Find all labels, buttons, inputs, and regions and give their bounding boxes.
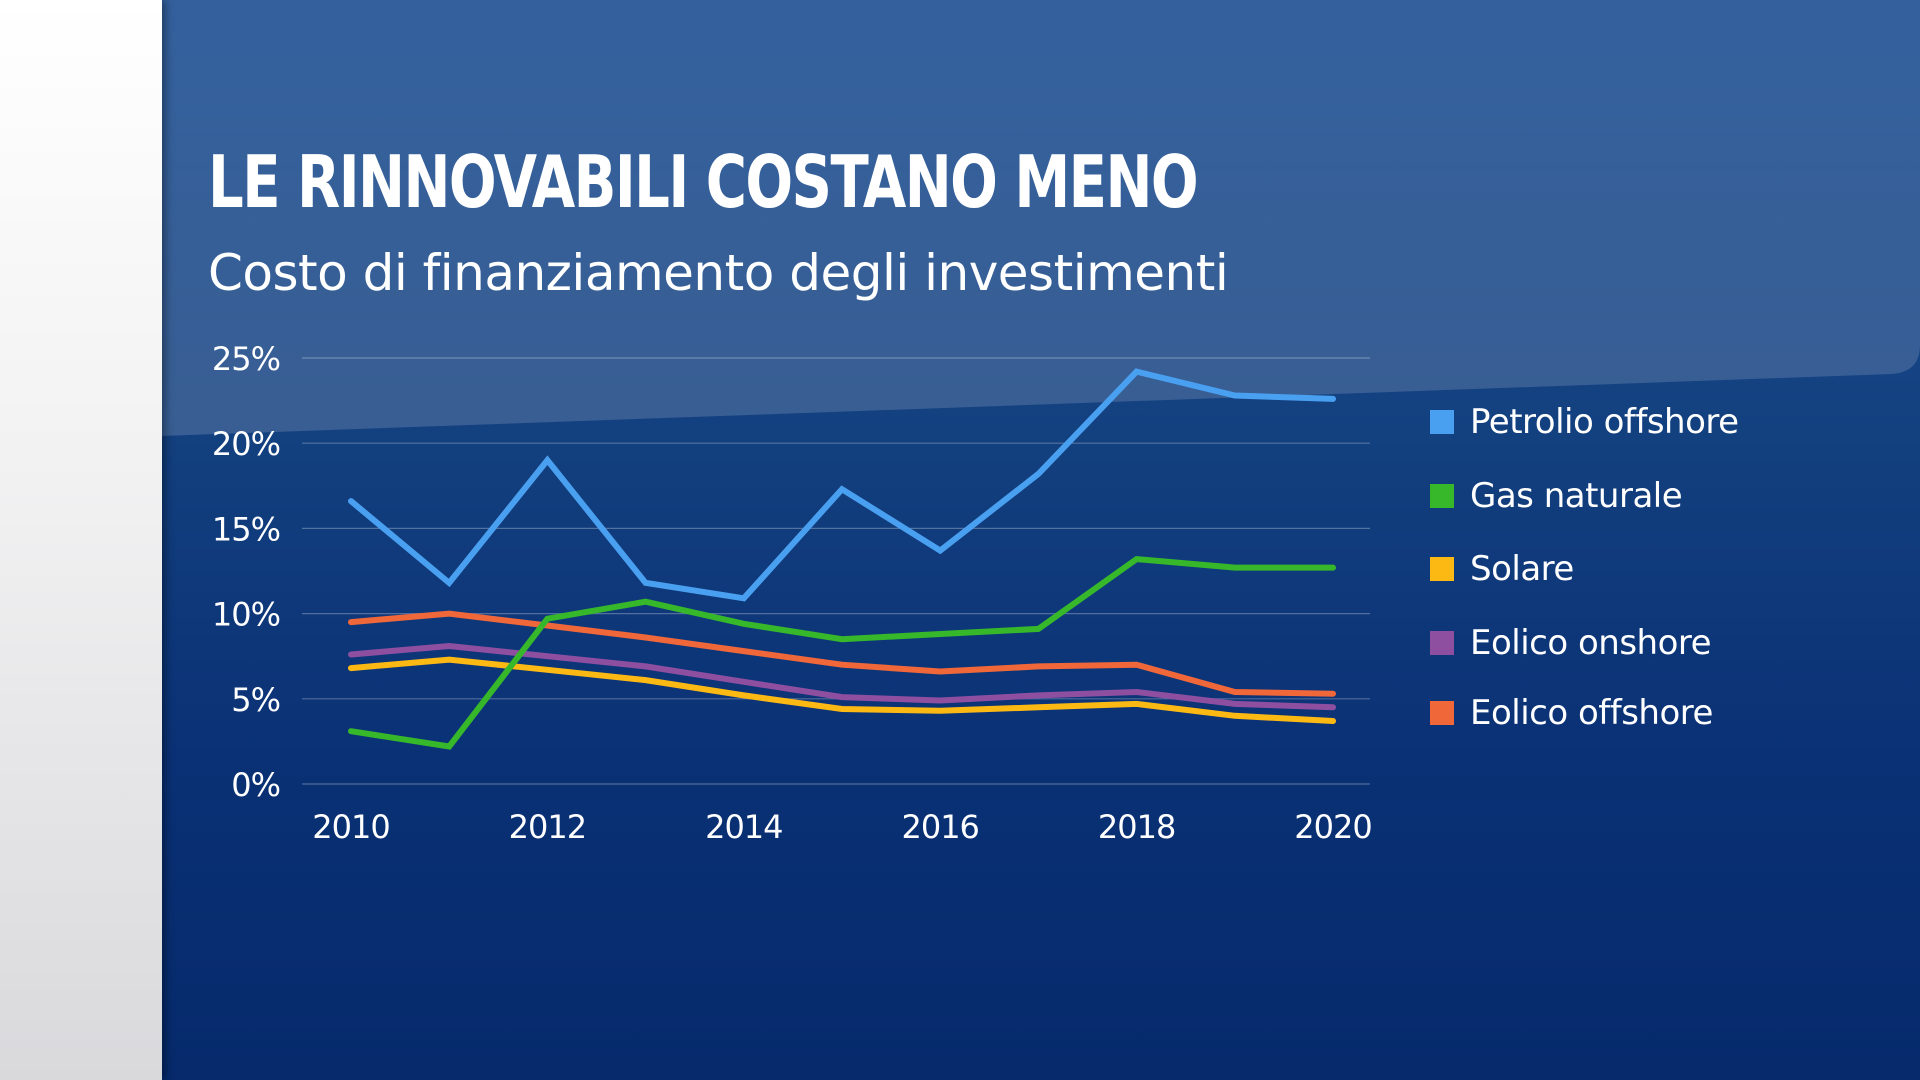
legend-swatch <box>1430 484 1454 508</box>
series-line-eolico-offshore <box>348 610 1336 697</box>
legend-item: Eolico onshore <box>1430 623 1712 663</box>
x-axis-ticks: 2010 2012 2014 2016 2018 2020 <box>312 808 1372 846</box>
legend-label: Gas naturale <box>1470 476 1683 516</box>
series-lines <box>348 368 1336 750</box>
legend-label: Solare <box>1470 549 1574 589</box>
x-tick-label: 2012 <box>509 808 586 846</box>
legend-swatch <box>1430 557 1454 581</box>
legend-label: Eolico offshore <box>1470 693 1713 733</box>
legend-label: Eolico onshore <box>1470 623 1712 663</box>
series-line-solare <box>348 656 1336 724</box>
y-axis-ticks: 0% 5% 10% 15% 20% 25% <box>212 340 281 804</box>
y-tick-label: 5% <box>231 681 280 719</box>
x-tick-label: 2018 <box>1098 808 1175 846</box>
x-tick-label: 2014 <box>705 808 782 846</box>
x-tick-label: 2010 <box>312 808 389 846</box>
legend-item: Solare <box>1430 549 1574 589</box>
series-line-eolico-onshore <box>348 642 1336 711</box>
legend-item: Eolico offshore <box>1430 693 1713 733</box>
legend-item: Petrolio offshore <box>1430 402 1739 442</box>
y-tick-label: 20% <box>212 425 280 463</box>
x-tick-label: 2020 <box>1294 808 1371 846</box>
y-tick-label: 25% <box>212 340 280 378</box>
legend-swatch <box>1430 410 1454 434</box>
series-line-gas-naturale <box>348 556 1336 750</box>
legend-label: Petrolio offshore <box>1470 402 1739 442</box>
legend-swatch <box>1430 701 1454 725</box>
y-tick-label: 15% <box>212 510 280 548</box>
y-tick-label: 0% <box>231 766 280 804</box>
y-tick-label: 10% <box>212 596 280 634</box>
legend-item: Gas naturale <box>1430 476 1683 516</box>
left-white-strip <box>0 0 162 1080</box>
x-tick-label: 2016 <box>901 808 978 846</box>
legend-swatch <box>1430 631 1454 655</box>
